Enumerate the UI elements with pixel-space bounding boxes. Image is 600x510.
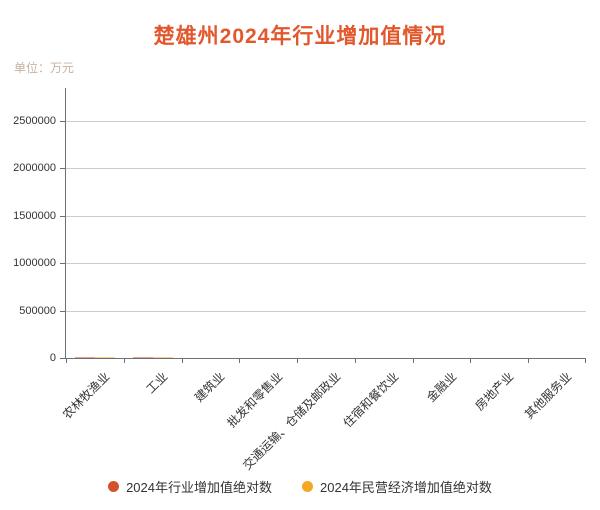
x-axis-tick	[412, 359, 414, 363]
y-axis-tick	[60, 121, 66, 122]
y-axis-tick	[60, 215, 66, 217]
gridline	[66, 121, 586, 122]
x-axis-tick	[470, 359, 472, 363]
legend: 2024年行业增加值绝对数 2024年民营经济增加值绝对数	[0, 477, 600, 496]
legend-label: 2024年行业增加值绝对数	[126, 480, 272, 495]
private-economy-series-marker-icon	[302, 481, 313, 492]
x-axis-tick	[123, 359, 125, 363]
x-axis-label: 农林牧渔业	[59, 369, 113, 422]
x-axis-label: 金融业	[423, 369, 459, 405]
bar-industry[interactable]	[132, 356, 153, 358]
plot-area: 0 500000 1000000 1500000 2000000 2500000 农林牧渔业…	[13, 88, 586, 473]
y-axis-label: 2500000	[13, 115, 56, 127]
x-axis-tick	[181, 359, 183, 363]
y-axis-tick	[60, 168, 66, 170]
x-axis-label: 房地产业	[472, 369, 517, 414]
industry-series-marker-icon	[108, 481, 120, 492]
y-axis-label: 2000000	[13, 162, 56, 175]
unit-label: 单位：万元	[14, 61, 75, 75]
y-axis-label: 1500000	[13, 209, 56, 222]
y-axis-tick	[60, 358, 66, 359]
x-axis-label: 建筑业	[192, 369, 228, 405]
x-axis-tick	[66, 359, 67, 363]
y-axis-label: 1000000	[13, 257, 56, 270]
x-axis-tick	[585, 359, 586, 363]
bar-industry[interactable]	[74, 356, 95, 358]
x-axis-tick	[297, 359, 299, 363]
x-axis-label: 工业	[143, 369, 170, 397]
x-axis-tick	[528, 359, 530, 363]
x-axis-tick	[239, 359, 241, 363]
chart-title: 楚雄州2024年行业增加值情况	[153, 25, 447, 48]
legend-label: 2024年民营经济增加值绝对数	[320, 480, 492, 495]
legend-item-private-economy[interactable]: 2024年民营经济增加值绝对数	[302, 477, 492, 496]
legend-item-industry[interactable]: 2024年行业增加值绝对数	[108, 477, 272, 496]
gridline	[66, 168, 586, 170]
gridline	[66, 263, 586, 265]
gridline	[66, 215, 586, 217]
bar-private-economy[interactable]	[152, 356, 173, 358]
gridline	[66, 310, 586, 312]
y-axis-label: 0	[49, 352, 56, 364]
x-axis-label: 其他服务业	[522, 369, 575, 422]
bar-private-economy[interactable]	[94, 356, 115, 358]
x-axis-label: 交通运输、仓储及邮政业	[240, 369, 344, 473]
y-axis-tick	[60, 310, 66, 312]
x-axis-label: 住宿和餐饮业	[340, 369, 402, 431]
y-axis-tick	[60, 263, 66, 265]
x-axis-tick	[354, 359, 356, 363]
y-axis-label: 500000	[19, 304, 56, 317]
